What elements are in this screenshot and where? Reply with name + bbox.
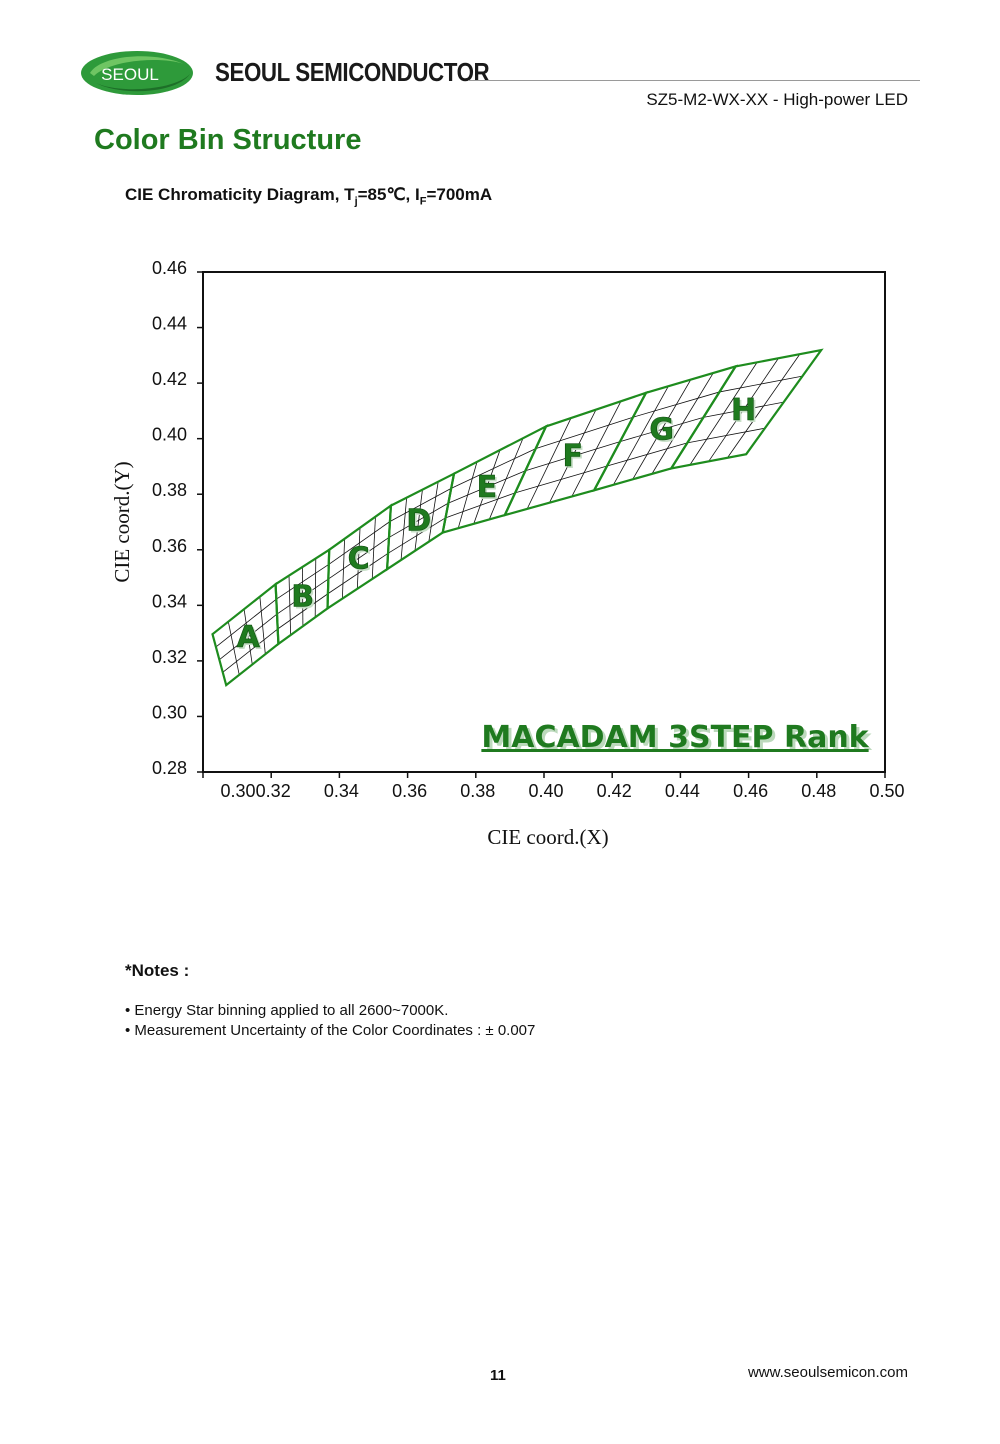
note-item: • Energy Star binning applied to all 260…: [125, 1002, 449, 1019]
x-tick-label: 0.32: [256, 781, 291, 801]
bin-label-shadow: A: [239, 622, 263, 657]
bin-label-shadow: B: [293, 582, 316, 617]
y-tick-label: 0.30: [152, 702, 187, 722]
bin-mesh-line: [328, 537, 390, 580]
x-tick-label: 0.46: [733, 781, 768, 801]
y-axis-label: CIE coord.(Y): [110, 461, 134, 582]
document-id: SZ5-M2-WX-XX - High-power LED: [646, 90, 908, 109]
bin-label: D: [406, 503, 431, 538]
bin-mesh-line: [277, 593, 329, 630]
bin-label-shadow: F: [564, 441, 585, 476]
x-tick-label: 0.38: [460, 781, 495, 801]
bin-label-shadow: H: [733, 395, 758, 430]
bin-mesh-line: [445, 492, 516, 519]
brand-name: SEOUL SEMICONDUCTOR: [215, 57, 490, 87]
macadam-annotation: MACADAM 3STEP Rank: [481, 720, 869, 755]
bin-mesh-line: [387, 517, 446, 554]
bin-mesh-line: [719, 375, 803, 393]
x-tick-label: 0.50: [869, 781, 904, 801]
y-tick-label: 0.44: [152, 314, 187, 334]
bin-label-shadow: E: [479, 472, 500, 507]
bin-label: E: [477, 470, 498, 505]
bin-mesh-line: [619, 417, 704, 442]
y-tick-label: 0.28: [152, 758, 187, 778]
section-title: Color Bin Structure: [94, 124, 362, 156]
x-tick-label: 0.44: [665, 781, 700, 801]
bin-label: C: [348, 541, 370, 576]
y-tick-label: 0.40: [152, 425, 187, 445]
page-number: 11: [490, 1367, 506, 1384]
y-tick-label: 0.34: [152, 591, 187, 611]
bin-mesh-line: [448, 470, 526, 504]
x-tick-label: 0.30: [220, 781, 255, 801]
bin-mesh-line: [222, 628, 278, 673]
x-tick-label: 0.36: [392, 781, 427, 801]
bin-mesh-line: [514, 465, 608, 494]
bin-mesh-line: [215, 598, 277, 648]
header-divider: [468, 80, 920, 81]
bin-mesh-line: [328, 521, 391, 565]
bin-label: F: [562, 439, 583, 474]
x-tick-label: 0.42: [597, 781, 632, 801]
bin-mesh-line: [276, 564, 329, 600]
bin-label: G: [649, 413, 674, 448]
bin-mesh-line: [219, 613, 278, 660]
bin-label: B: [291, 580, 314, 615]
annotation-shadow: MACADAM 3STEP Rank: [484, 723, 872, 758]
bin-mesh-line: [606, 442, 688, 467]
bin-mesh-line: [687, 427, 766, 444]
bin-mesh-line: [276, 578, 329, 615]
bin-mesh-line: [535, 416, 634, 449]
bin-mesh-line: [389, 488, 452, 522]
cie-chromaticity-chart: 0.30 0.32 0.34 0.36 0.38 0.40 0.42 0.44 0.46 0.48…: [110, 258, 905, 849]
y-tick-label: 0.38: [152, 480, 187, 500]
chart-title: CIE Chromaticity Diagram, Tj=85℃, IF=700…: [125, 185, 493, 208]
notes-title: *Notes :: [125, 961, 190, 980]
bin-label: H: [731, 393, 756, 428]
bin-mesh-line: [525, 441, 621, 472]
x-tick-label: 0.48: [801, 781, 836, 801]
y-tick-label: 0.46: [152, 258, 187, 278]
bin-h-outline: [668, 348, 824, 470]
bin-mesh-line: [450, 448, 536, 489]
bin-label-shadow: C: [350, 543, 372, 578]
seoul-logo: SEOUL: [80, 50, 196, 96]
bin-label-shadow: G: [651, 415, 676, 450]
bin-mesh-line: [327, 552, 389, 595]
logo-text: SEOUL: [101, 65, 159, 84]
bin-mesh-line: [388, 502, 449, 538]
y-tick-label: 0.36: [152, 536, 187, 556]
note-item: • Measurement Uncertainty of the Color C…: [125, 1022, 536, 1039]
bin-label-shadow: D: [408, 505, 433, 540]
bin-label: A: [237, 620, 261, 655]
y-tick-label: 0.42: [152, 369, 187, 389]
y-tick-label: 0.32: [152, 647, 187, 667]
x-tick-label: 0.34: [324, 781, 359, 801]
x-tick-label: 0.40: [528, 781, 563, 801]
bin-mesh-line: [703, 401, 784, 418]
x-axis-label: CIE coord.(X): [487, 825, 608, 849]
plot-frame: [202, 271, 886, 773]
website-link[interactable]: www.seoulsemicon.com: [747, 1364, 908, 1381]
bin-mesh-line: [632, 391, 720, 418]
